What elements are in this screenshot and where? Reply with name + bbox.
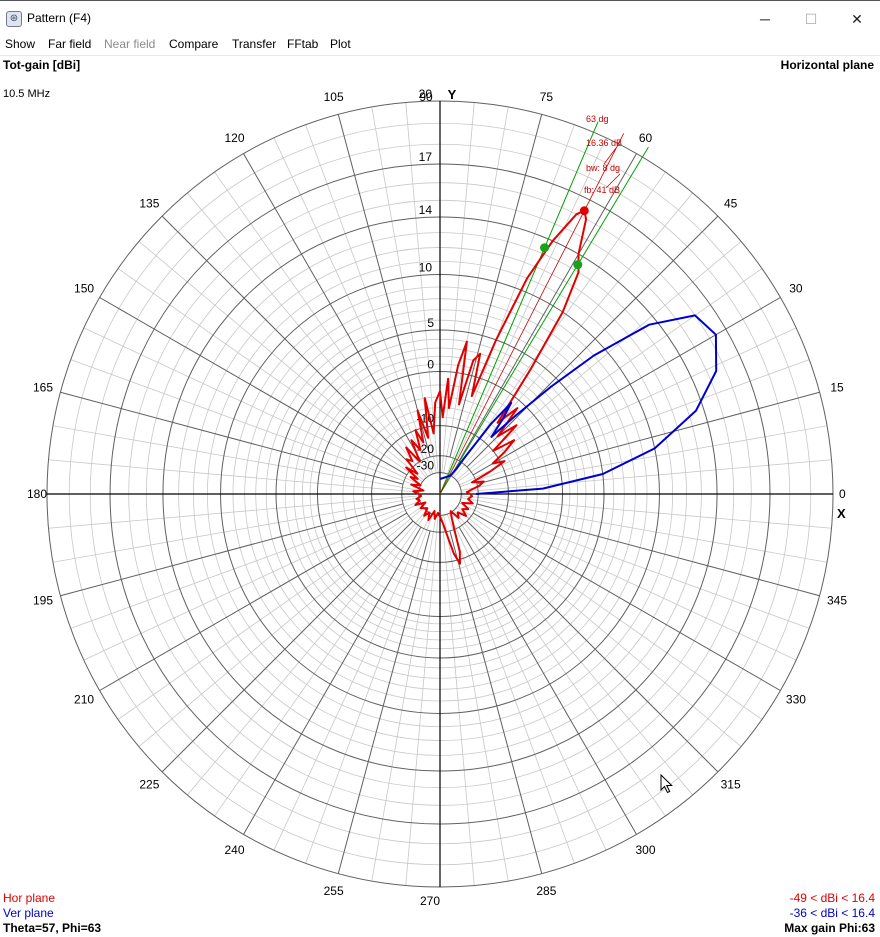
menu-compare[interactable]: Compare [169, 37, 219, 51]
angle-label: 105 [324, 90, 344, 104]
y-axis-letter: Y [448, 87, 457, 102]
angle-label: 30 [789, 282, 803, 296]
annotation-leader [603, 147, 617, 165]
grid-radial-major [243, 526, 422, 835]
angle-label: 135 [139, 196, 159, 210]
hor-range: -49 < dBi < 16.4 [789, 891, 875, 905]
angle-label: 285 [536, 884, 556, 898]
window-title: Pattern (F4) [27, 11, 92, 25]
ring-label: 10 [419, 261, 433, 275]
angle-label: 210 [74, 693, 94, 707]
mouse-cursor-icon [660, 773, 673, 794]
angle-label: 195 [33, 593, 53, 607]
angle-label: 180 [27, 487, 47, 501]
grid-radial-major [449, 530, 543, 874]
angle-label: 240 [224, 843, 244, 857]
grid-radial-major [466, 520, 719, 773]
max-gain-marker [579, 206, 589, 216]
frequency-label: 10.5 MHz [3, 88, 51, 100]
series-hor-plane [405, 209, 588, 565]
maximize-button[interactable]: ☐ [804, 10, 818, 27]
menu-near-field[interactable]: Near field [104, 37, 156, 51]
angle-label: 150 [74, 282, 94, 296]
menu-bar: Show Far field Near field Compare Transf… [0, 36, 880, 56]
menu-fftab[interactable]: FFtab [287, 37, 319, 51]
grid-radial-major [337, 114, 431, 458]
menu-transfer[interactable]: Transfer [232, 37, 277, 51]
ring-label: 20 [419, 87, 433, 101]
menu-plot[interactable]: Plot [330, 37, 351, 51]
grid-radial-major [476, 503, 820, 597]
legend-ver-plane: Ver plane [3, 906, 54, 920]
grid-radial-major [60, 391, 404, 485]
menu-show[interactable]: Show [5, 37, 36, 51]
ring-label: 0 [427, 357, 434, 371]
angle-label: 45 [724, 196, 738, 210]
legend-hor-plane: Hor plane [3, 891, 56, 905]
grid-radial-major [99, 297, 408, 476]
title-bar: ⊛ Pattern (F4) ─ ☐ ✕ [0, 0, 880, 36]
grid-radial-major [472, 512, 781, 691]
angle-label: 345 [827, 593, 847, 607]
grid-radial-major [466, 215, 719, 468]
ring-label: -20 [417, 442, 435, 456]
plot-area: Tot-gain [dBi] 10.5 MHz Horizontal plane… [0, 56, 880, 937]
chart-subtitle: Horizontal plane [780, 58, 874, 72]
ring-label: 5 [427, 316, 434, 330]
x-axis-letter: X [837, 506, 846, 521]
ring-label: 14 [419, 203, 433, 217]
ring-label: -30 [417, 459, 435, 473]
chart-title: Tot-gain [dBi] [3, 58, 81, 72]
max-gain-readout: Max gain Phi:63 [784, 921, 875, 935]
angle-label: 165 [33, 381, 53, 395]
angle-label: 270 [420, 894, 440, 908]
angle-label: 225 [139, 778, 159, 792]
annotation-label: bw: 8 dg [586, 163, 620, 173]
grid-radial-major [449, 114, 543, 458]
grid-radial-major [458, 526, 637, 835]
grid-radial-major [476, 391, 820, 485]
grid-radial-major [472, 297, 781, 476]
angle-label: 315 [721, 778, 741, 792]
angle-label: 75 [540, 90, 554, 104]
annotation-leader [605, 173, 621, 189]
angle-label: 255 [324, 884, 344, 898]
grid-radial-major [458, 153, 637, 462]
bw-line-right [439, 146, 649, 495]
bw-line-left [439, 121, 599, 495]
angle-label: 120 [224, 131, 244, 145]
antenna-app-icon[interactable]: ⊛ [6, 11, 22, 27]
angle-label: 330 [786, 693, 806, 707]
minimize-button[interactable]: ─ [760, 11, 770, 27]
annotation-label: fb: 41 dB [584, 185, 620, 195]
angle-label: 60 [639, 131, 653, 145]
grid-radial-major [337, 530, 431, 874]
grid-radial-major [161, 520, 414, 773]
ver-range: -36 < dBi < 16.4 [789, 906, 875, 920]
max-gain-line [439, 133, 625, 495]
angle-label: 90 [419, 90, 433, 104]
ring-label: 17 [419, 150, 433, 164]
angle-label: 15 [830, 381, 844, 395]
cursor-readout: Theta=57, Phi=63 [3, 921, 102, 935]
grid-radial-major [99, 512, 408, 691]
beamwidth-marker [573, 260, 583, 270]
angle-label: 0 [839, 487, 846, 501]
annotation-label: 63 dg [586, 114, 609, 124]
beamwidth-marker [540, 243, 550, 253]
grid-radial-major [243, 153, 422, 462]
grid-radial-major [161, 215, 414, 468]
polar-chart[interactable]: 0153045607590105120135150165180195210225… [0, 56, 880, 937]
series-ver-plane [439, 314, 718, 495]
menu-far-field[interactable]: Far field [48, 37, 92, 51]
close-button[interactable]: ✕ [851, 10, 863, 27]
annotation-label: 16.36 dB [586, 138, 622, 148]
grid-radial-major [60, 503, 404, 597]
angle-label: 300 [635, 843, 655, 857]
